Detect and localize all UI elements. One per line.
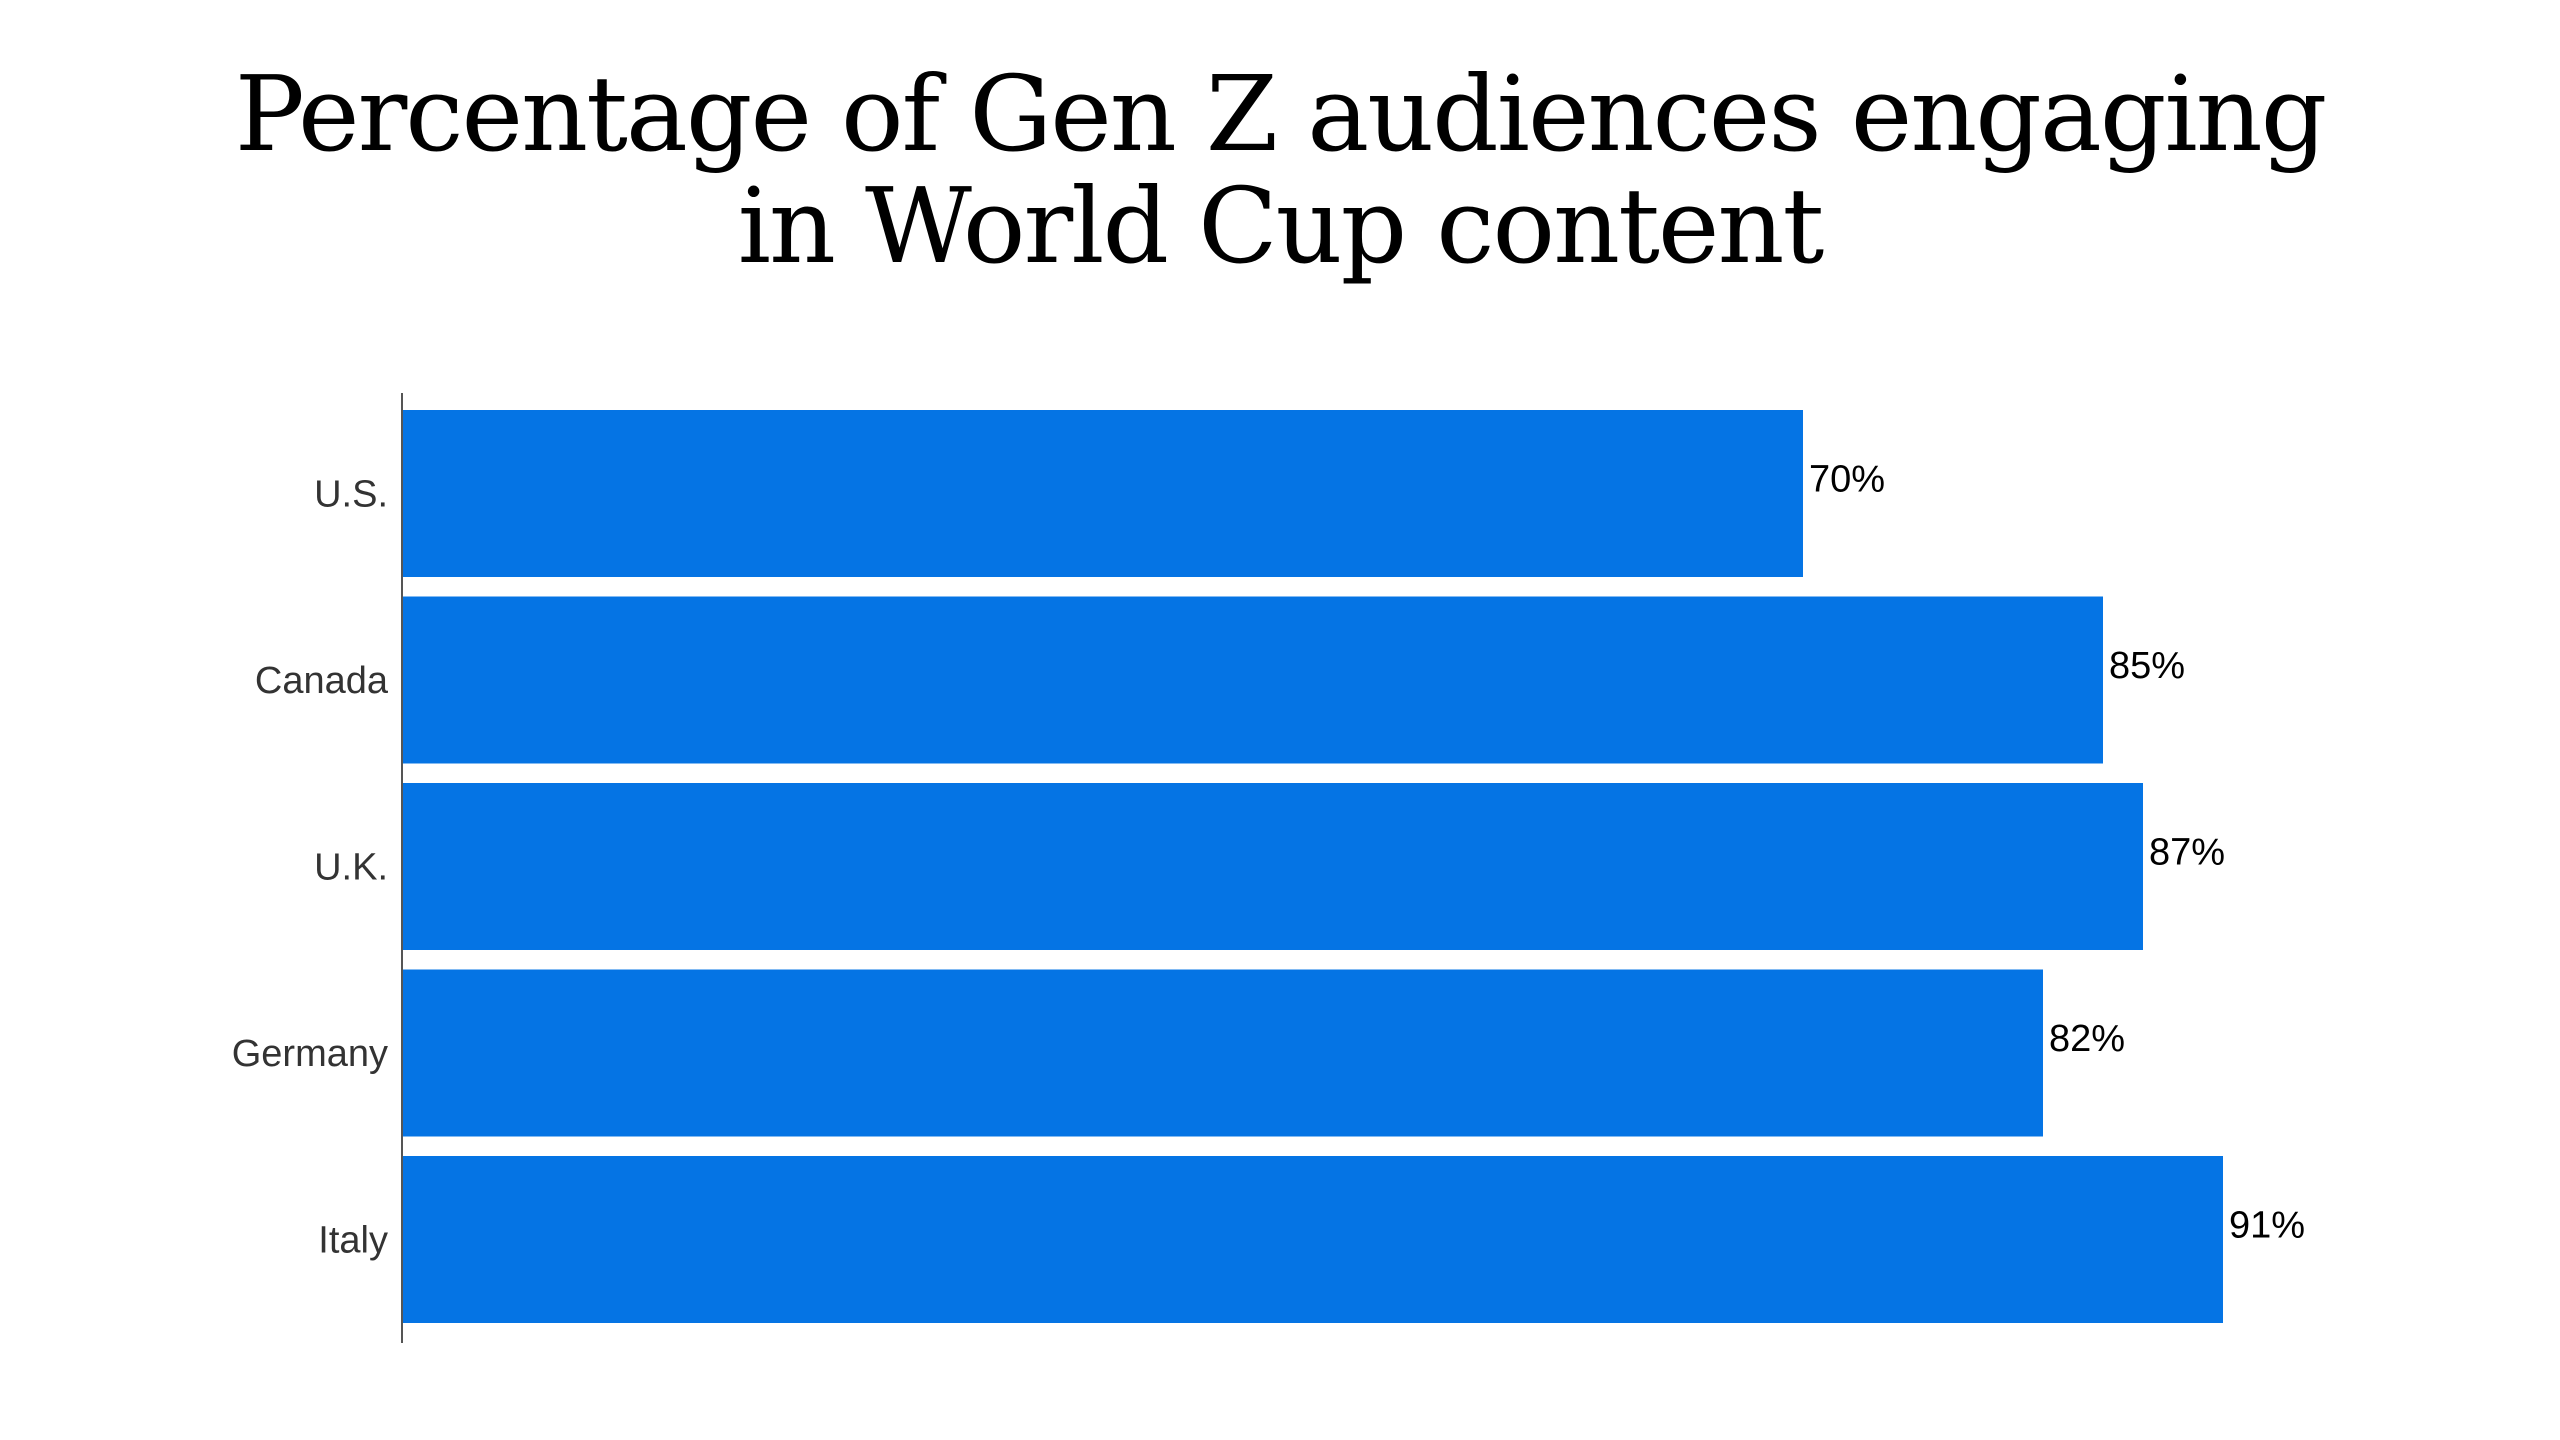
chart-title-line-2: in World Cup content (737, 165, 1825, 287)
bar-germany (403, 969, 2043, 1137)
value-label-italy: 91% (2229, 1205, 2305, 1247)
category-label-u-s: U.S. (314, 474, 388, 516)
value-label-germany: 82% (2049, 1018, 2125, 1060)
bars-layer (403, 410, 2223, 1323)
value-label-u-k: 87% (2149, 832, 2225, 874)
labels-layer: U.S. 70% Canada 85% U.K. 87% Germany 82% Italy 91… (232, 459, 2305, 1262)
category-label-canada: Canada (255, 660, 389, 702)
chart-title-line-1: Percentage of Gen Z audiences engaging (234, 53, 2328, 175)
bar-u-k (403, 783, 2143, 950)
category-label-italy: Italy (318, 1220, 388, 1262)
bar-canada (403, 596, 2103, 764)
bar-u-s (403, 410, 1803, 577)
category-label-u-k: U.K. (314, 847, 388, 889)
category-label-germany: Germany (232, 1033, 388, 1075)
value-label-canada: 85% (2109, 645, 2185, 687)
chart-title: Percentage of Gen Z audiences engaging i… (0, 58, 2560, 282)
value-label-u-s: 70% (1809, 459, 1885, 501)
bar-italy (403, 1156, 2223, 1323)
